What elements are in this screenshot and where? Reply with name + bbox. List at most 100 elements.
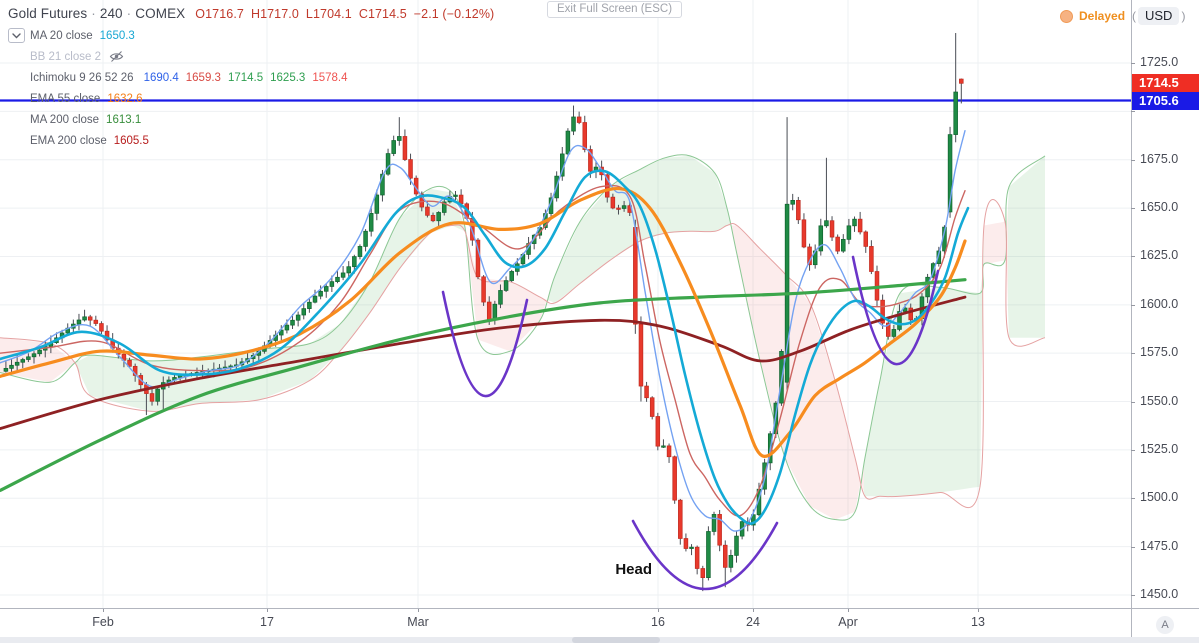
indicator-label: EMA 55 close [30, 92, 101, 105]
time-axis-tick [978, 608, 979, 612]
auto-scale-button[interactable]: A [1156, 616, 1174, 634]
price-axis-tick [1131, 111, 1135, 112]
price-tick-label: 1650.0 [1140, 200, 1179, 215]
indicator-label: MA 200 close [30, 113, 100, 126]
candle-body [492, 303, 498, 320]
price-axis[interactable]: ( USD ) 1714.5 1705.6 1450.0 1475.0 1500.0… [1131, 0, 1199, 608]
candle-body [397, 136, 402, 141]
candle-body [442, 201, 447, 213]
eye-off-icon[interactable] [109, 50, 124, 63]
candle-body [329, 281, 335, 287]
candle-body [846, 225, 852, 240]
indicator-row-ma20[interactable]: MA 20 close 1650.3 [8, 25, 501, 46]
delayed-status[interactable]: Delayed [1060, 9, 1125, 23]
candle-body [458, 194, 464, 205]
scrollbar-thumb[interactable] [572, 637, 660, 643]
candle-body [301, 308, 307, 316]
exit-fullscreen-button[interactable]: Exit Full Screen (ESC) [547, 1, 683, 18]
price-axis-tick [1131, 63, 1135, 64]
candle-body [453, 194, 458, 197]
candle-body [947, 134, 953, 213]
candle-body [14, 361, 20, 366]
price-axis-tick [1131, 305, 1135, 306]
candle-body [700, 568, 706, 579]
indicator-value: 1632.6 [107, 92, 143, 105]
candle-body [93, 319, 99, 324]
symbol-interval: 240 [99, 6, 123, 21]
indicator-label: MA 20 close [30, 29, 93, 42]
chevron-down-icon[interactable] [8, 28, 25, 43]
candle-body [678, 499, 683, 539]
price-tick-label: 1575.0 [1140, 345, 1179, 360]
pattern-arcs[interactable] [441, 255, 940, 591]
candle-body [835, 236, 840, 252]
candle-body [486, 301, 492, 320]
indicator-row-ichimoku[interactable]: Ichimoku 9 26 52 26 1690.4 1659.3 1714.5… [8, 67, 501, 88]
candle-body [312, 295, 318, 303]
candle-body [430, 214, 436, 222]
head-arc [631, 519, 779, 591]
candle-body [76, 319, 82, 325]
candle-body [734, 535, 739, 556]
candle-body [385, 153, 391, 175]
indicator-label: EMA 200 close [30, 134, 107, 147]
time-axis[interactable]: Feb 17 Mar 16 24 Apr 13 [0, 608, 1131, 636]
ichimoku-lead1-value: 1625.3 [270, 71, 306, 84]
candle-body [683, 538, 689, 549]
change-value: −2.1 (−0.12%) [413, 7, 495, 21]
candle-body [666, 445, 672, 458]
time-tick-label: 17 [260, 615, 274, 629]
price-axis-tick [1131, 450, 1135, 451]
candle-body [711, 514, 717, 532]
price-chart[interactable]: Head [0, 0, 1131, 608]
candle-body [728, 555, 734, 568]
indicator-value: 1650.3 [99, 29, 135, 42]
time-tick-label: Feb [92, 615, 114, 629]
candle-body [284, 324, 290, 331]
candle-body [408, 159, 413, 179]
candle-body [380, 173, 385, 196]
candle-body [346, 266, 351, 274]
candle-body [880, 299, 885, 324]
cloud-bearish-area [984, 205, 1008, 309]
price-tick-label: 1550.0 [1140, 393, 1179, 408]
close-value: C1714.5 [358, 7, 407, 21]
indicator-label: Ichimoku 9 26 52 26 [30, 71, 134, 84]
candle-body [582, 122, 588, 150]
indicator-row-ema55[interactable]: EMA 55 close 1632.6 [8, 88, 501, 109]
low-value: L1704.1 [305, 7, 352, 21]
ichimoku-base-value: 1659.3 [185, 71, 221, 84]
candle-body [475, 239, 481, 278]
indicator-row-ema200[interactable]: EMA 200 close 1605.5 [8, 130, 501, 151]
candle-body [897, 311, 902, 330]
candle-body [824, 220, 829, 227]
candle-body [723, 544, 728, 568]
price-tick-label: 1500.0 [1140, 490, 1179, 505]
paren-right: ) [1181, 9, 1186, 23]
cloud-bearish-area [732, 225, 864, 520]
symbol-exchange: COMEX [135, 6, 186, 21]
ichimoku-cloud [0, 154, 1046, 521]
symbol-title[interactable]: Gold Futures · 240 · COMEX O1716.7 H1717.0 L170… [8, 6, 501, 21]
price-tick-label: 1625.0 [1140, 248, 1179, 263]
candle-body [751, 514, 756, 526]
candle-body [498, 290, 503, 305]
candle-body [610, 196, 616, 209]
candle-body [87, 316, 93, 321]
candle-body [796, 199, 801, 221]
candle-body [717, 514, 722, 546]
time-axis-tick [658, 608, 659, 612]
currency-unit-button[interactable]: USD [1138, 7, 1180, 25]
symbol-name: Gold Futures [8, 6, 88, 21]
candle-body [959, 78, 964, 84]
time-axis-tick [753, 608, 754, 612]
candle-body [20, 359, 26, 363]
candle-body [149, 393, 155, 402]
candle-body [689, 546, 694, 549]
high-value: H1717.0 [250, 7, 299, 21]
indicator-row-ma200[interactable]: MA 200 close 1613.1 [8, 109, 501, 130]
indicator-row-bb[interactable]: BB 21 close 2 [8, 46, 501, 67]
ichimoku-conversion-value: 1690.4 [143, 71, 179, 84]
time-tick-label: 16 [651, 615, 665, 629]
